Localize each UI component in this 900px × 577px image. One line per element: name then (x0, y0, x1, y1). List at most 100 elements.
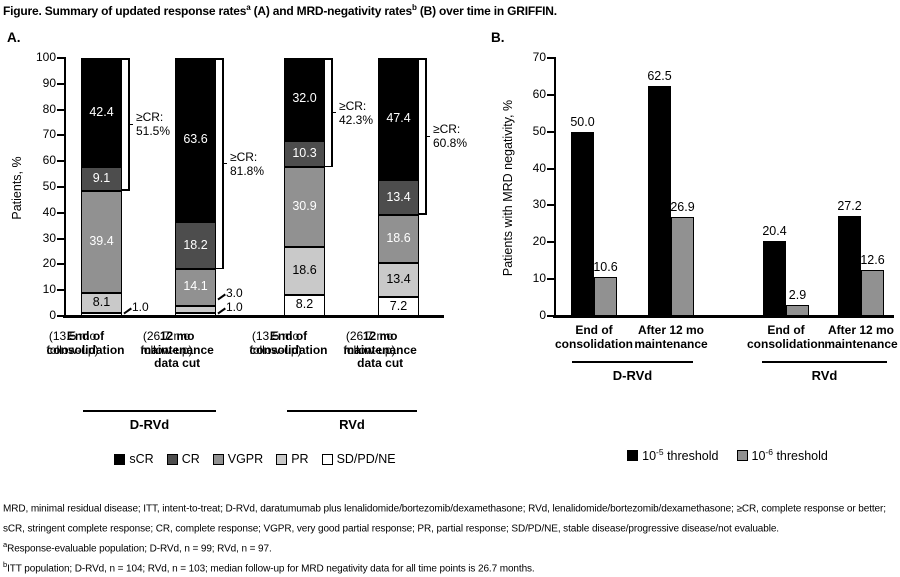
bar-segment-vgpr (81, 190, 122, 293)
panel-b-y-tick (547, 241, 554, 244)
category-label-plain: (13.5 mo follow-up) (46, 329, 99, 357)
bar-segment-pr (378, 262, 419, 298)
bar-segment-pr (175, 305, 216, 314)
figure-title-superscript-b: b (412, 3, 417, 12)
leader-line (217, 293, 226, 300)
cr-bracket-line (425, 58, 427, 215)
panel-a-y-axis-line (64, 57, 66, 317)
cr-rate-label: ≥CR: 60.8% (433, 122, 468, 151)
segment-value-label: 18.6 (292, 262, 317, 277)
cr-bracket-mid-tick (426, 135, 430, 138)
panel-a-y-tick-label: 40 (42, 204, 56, 219)
legend-item-pr: PR (276, 452, 309, 466)
category-label-plain: (13.5 mo follow-up) (249, 329, 302, 357)
panel-a-y-tick (57, 237, 64, 240)
legend-label-base: 10 (751, 449, 766, 464)
footnote-b: bITT population; D-RVd, n = 104; RVd, n … (3, 559, 535, 575)
segment-value-label: 7.2 (389, 298, 408, 313)
panel-a-y-tick-label: 70 (42, 127, 56, 142)
group-divider-line (287, 410, 417, 412)
cr-bracket-cap-top (419, 58, 426, 60)
figure-title-superscript-a: a (246, 3, 251, 12)
cr-bracket-cap-top (216, 58, 223, 60)
category-label-plain: (26.7 mo follow-up) (140, 329, 193, 357)
panel-a-x-axis-line (63, 315, 444, 318)
panel-a-y-tick-label: 80 (42, 101, 56, 116)
segment-value-label: 47.4 (386, 111, 411, 126)
category-label-plain: (26.7 mo follow-up) (343, 329, 396, 357)
mrd-bar-1e-5 (571, 131, 594, 316)
legend-item-threshold-neg6: 10-6 threshold (736, 447, 828, 463)
mrd-bar-1e-5 (838, 215, 861, 316)
legend-item-sd-pd-ne: SD/PD/NE (321, 452, 396, 466)
panel-a-y-tick-label: 20 (42, 256, 56, 271)
legend-label: VGPR (227, 452, 264, 466)
footnote-abbreviations-2: sCR, stringent complete response; CR, co… (3, 523, 779, 535)
category-label: After 12 mo maintenance (634, 323, 708, 351)
panel-a-y-tick-label: 10 (42, 282, 56, 297)
panel-b-y-tick (547, 57, 554, 59)
legend-label-rest: threshold (663, 449, 719, 464)
cr-bracket-cap-top (325, 58, 332, 60)
bar-segment-scr (378, 58, 419, 181)
panel-b-label: B. (491, 30, 505, 45)
cr-bracket-mid-tick (223, 162, 227, 165)
cr-bracket-mid-tick (332, 111, 336, 114)
panel-a-y-tick-label: 100 (35, 50, 56, 64)
group-label-rvd: RVd (811, 368, 838, 383)
cr-bracket-cap-bottom (419, 213, 426, 215)
bar-segment-pr (81, 292, 122, 314)
bar-segment-scr (175, 58, 216, 223)
mrd-bar-1e-5 (763, 240, 786, 316)
figure-title-text: (B) over time in GRIFFIN. (416, 4, 557, 18)
panel-b-y-tick-label: 70 (532, 50, 546, 64)
group-divider-line (83, 410, 216, 412)
cr-bracket-cap-top (122, 58, 129, 60)
category-label: End of consolidation (555, 323, 633, 351)
panel-b-y-tick-label: 20 (532, 234, 546, 249)
panel-a-y-tick-label: 30 (42, 230, 56, 245)
panel-a-y-tick (57, 186, 64, 188)
panel-b-y-tick (547, 93, 554, 96)
legend-swatch (321, 453, 333, 465)
panel-b-y-tick-label: 50 (532, 123, 546, 138)
outside-value-label: 1.0 (132, 300, 149, 314)
mrd-bar-value-label: 62.5 (647, 68, 672, 83)
group-label-rvd: RVd (339, 417, 365, 432)
bar-segment-scr (284, 58, 325, 141)
legend-item-scr: sCR (114, 452, 154, 466)
panel-a-y-tick-label: 60 (42, 153, 56, 168)
footnote-a: aResponse-evaluable population; D-RVd, n… (3, 539, 272, 555)
panel-a-y-tick (57, 263, 64, 266)
segment-value-label: 14.1 (183, 279, 208, 294)
panel-a-y-tick-label: 0 (49, 308, 56, 322)
cr-rate-label: ≥CR: 81.8% (230, 149, 265, 178)
segment-value-label: 8.1 (92, 294, 111, 309)
panel-a-y-tick (57, 82, 64, 85)
category-label-bold: End of consolidation (46, 329, 125, 357)
bar-segment-scr (81, 58, 122, 168)
mrd-bar-value-label: 27.2 (837, 198, 862, 213)
leader-line (217, 307, 226, 314)
panel-b-y-tick (547, 130, 554, 133)
cr-rate-label: ≥CR: 51.5% (136, 110, 171, 139)
legend-label-base: 10 (642, 449, 657, 464)
group-divider-line (572, 361, 693, 363)
group-divider-line (762, 361, 887, 363)
bar-segment-cr (378, 180, 419, 215)
legend-label: 10-6 threshold (752, 447, 828, 463)
legend-label-exponent: -5 (656, 446, 664, 457)
panel-a-y-tick (57, 211, 64, 214)
panel-a-y-tick (57, 57, 64, 59)
leader-line (123, 307, 132, 314)
legend-item-vgpr: VGPR (212, 452, 264, 466)
legend-label-rest: threshold (772, 449, 828, 464)
segment-value-label: 30.9 (292, 198, 317, 213)
bar-segment-sd-pd-ne (81, 313, 122, 316)
panel-b-y-tick (547, 315, 554, 317)
segment-value-label: 39.4 (89, 233, 114, 248)
category-label-bold: End of consolidation (249, 329, 328, 357)
panel-b-y-tick-label: 30 (532, 197, 546, 212)
panel-a-y-tick-label: 90 (42, 75, 56, 90)
legend-label-exponent: -6 (765, 446, 773, 457)
